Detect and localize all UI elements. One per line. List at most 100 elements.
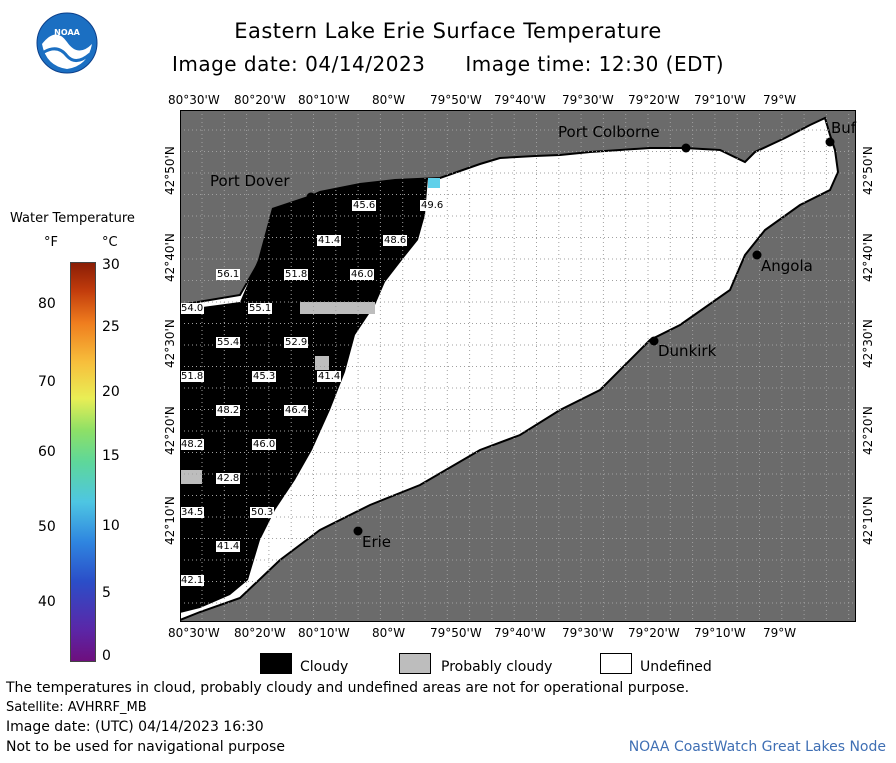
lon-label-top: 79°20'W: [628, 93, 680, 107]
colorbar-c-tick: 30: [102, 257, 120, 273]
colorbar-c-tick: 20: [102, 384, 120, 400]
key-cloudy-label: Cloudy: [300, 659, 349, 675]
city-label-angola: Angola: [761, 257, 813, 275]
probably-cloudy-patch: [315, 356, 329, 370]
probably-cloudy-patch: [300, 302, 375, 314]
temperature-label: 45.6: [352, 200, 377, 211]
temperature-label: 52.9: [284, 337, 309, 348]
temperature-label: 41.4: [216, 541, 241, 552]
key-probably-cloudy-swatch: [399, 653, 431, 674]
colorbar-c-tick: 10: [102, 518, 120, 534]
colorbar-c-tick: 5: [102, 585, 111, 601]
lon-label-bottom: 79°50'W: [430, 626, 482, 640]
lat-label-left: 42°40'N: [163, 233, 177, 282]
colorbar-c-tick: 25: [102, 319, 120, 335]
city-label-buf: Buf: [831, 119, 857, 137]
satellite-text: Satellite: AVHRRF_MB: [6, 700, 147, 715]
colorbar-unit-c: °C: [102, 235, 118, 250]
lon-label-bottom: 79°30'W: [562, 626, 614, 640]
city-markers: [306, 137, 835, 536]
key-probably-cloudy-label: Probably cloudy: [441, 659, 553, 675]
lat-label-right: 42°10'N: [861, 496, 875, 545]
noaa-logo-text: NOAA: [54, 28, 80, 37]
colorbar: [70, 262, 96, 662]
lon-label-bottom: 80°W: [372, 626, 406, 640]
lat-label-left: 42°30'N: [163, 319, 177, 368]
temperature-label: 46.0: [350, 269, 375, 280]
lon-label-top: 79°10'W: [694, 93, 746, 107]
noaa-logo: NOAA: [36, 12, 98, 74]
lon-label-bottom: 79°40'W: [494, 626, 546, 640]
nav-warning-text: Not to be used for navigational purpose: [6, 739, 285, 755]
colorbar-f-tick: 80: [38, 296, 56, 312]
temperature-label: 56.1: [216, 269, 241, 280]
lon-label-top: 80°10'W: [298, 93, 350, 107]
lat-label-right: 42°20'N: [861, 406, 875, 455]
temperature-label: 55.4: [216, 337, 241, 348]
lon-label-bottom: 79°20'W: [628, 626, 680, 640]
page-subtitle: Image date: 04/14/2023 Image time: 12:30 …: [0, 52, 896, 76]
lon-label-top: 80°20'W: [234, 93, 286, 107]
city-dot: [353, 526, 363, 536]
temperature-label: 46.0: [252, 439, 277, 450]
key-undefined-swatch: [600, 653, 632, 674]
warm-water-patch: [428, 178, 440, 188]
lon-label-top: 80°30'W: [168, 93, 220, 107]
temperature-label: 34.5: [180, 507, 205, 518]
lat-label-right: 42°50'N: [861, 146, 875, 195]
temperature-label: 49.6: [420, 200, 445, 211]
lon-label-bottom: 80°10'W: [298, 626, 350, 640]
temperature-label: 46.4: [284, 405, 309, 416]
city-label-dunkirk: Dunkirk: [658, 342, 717, 360]
temperature-label: 42.8: [216, 473, 241, 484]
cloud-area: [180, 178, 428, 613]
lon-label-bottom: 80°20'W: [234, 626, 286, 640]
colorbar-f-tick: 40: [38, 594, 56, 610]
temperature-label: 51.8: [180, 371, 205, 382]
image-time: Image time: 12:30 (EDT): [465, 52, 725, 76]
city-label-port-colborne: Port Colborne: [558, 123, 660, 141]
colorbar-title: Water Temperature: [10, 211, 135, 226]
map-panel: Port Dover Port Colborne Buf Angola Dunk…: [179, 110, 857, 622]
credit-text: NOAA CoastWatch Great Lakes Node: [628, 739, 886, 755]
temperature-label: 42.1: [180, 575, 205, 586]
lat-label-left: 42°20'N: [163, 406, 177, 455]
lat-label-left: 42°50'N: [163, 146, 177, 195]
temperature-label: 48.2: [216, 405, 241, 416]
city-dot: [681, 143, 691, 153]
temperature-label: 51.8: [284, 269, 309, 280]
lon-label-top: 79°W: [763, 93, 797, 107]
lon-label-top: 79°50'W: [430, 93, 482, 107]
lon-label-top: 80°W: [372, 93, 406, 107]
grid-lines: [180, 110, 856, 622]
colorbar-c-tick: 15: [102, 448, 120, 464]
page-title: Eastern Lake Erie Surface Temperature: [234, 19, 662, 43]
lon-label-bottom: 79°W: [763, 626, 797, 640]
key-cloudy-swatch: [260, 653, 292, 674]
lat-label-right: 42°40'N: [861, 233, 875, 282]
city-dot: [649, 336, 659, 346]
colorbar-unit-f: °F: [44, 235, 58, 250]
temperature-label: 50.3: [250, 507, 275, 518]
lat-label-right: 42°30'N: [861, 319, 875, 368]
lon-label-bottom: 79°10'W: [694, 626, 746, 640]
key-undefined-label: Undefined: [640, 659, 712, 675]
city-label-port-dover: Port Dover: [210, 172, 290, 190]
lat-label-left: 42°10'N: [163, 496, 177, 545]
temperature-label: 55.1: [248, 303, 273, 314]
colorbar-f-tick: 60: [38, 444, 56, 460]
colorbar-f-tick: 70: [38, 374, 56, 390]
lake-map: [179, 110, 856, 622]
city-dot: [306, 192, 316, 202]
temperature-label: 45.3: [252, 371, 277, 382]
image-date: Image date: 04/14/2023: [171, 52, 426, 76]
temperature-label: 48.2: [180, 439, 205, 450]
temperature-label: 41.4: [317, 371, 342, 382]
city-dot: [752, 250, 762, 260]
probably-cloudy-patch: [180, 470, 202, 484]
city-dot: [825, 137, 835, 147]
temperature-label: 48.6: [383, 235, 408, 246]
temperature-label: 41.4: [317, 235, 342, 246]
city-label-erie: Erie: [362, 533, 392, 551]
lon-label-top: 79°40'W: [494, 93, 546, 107]
